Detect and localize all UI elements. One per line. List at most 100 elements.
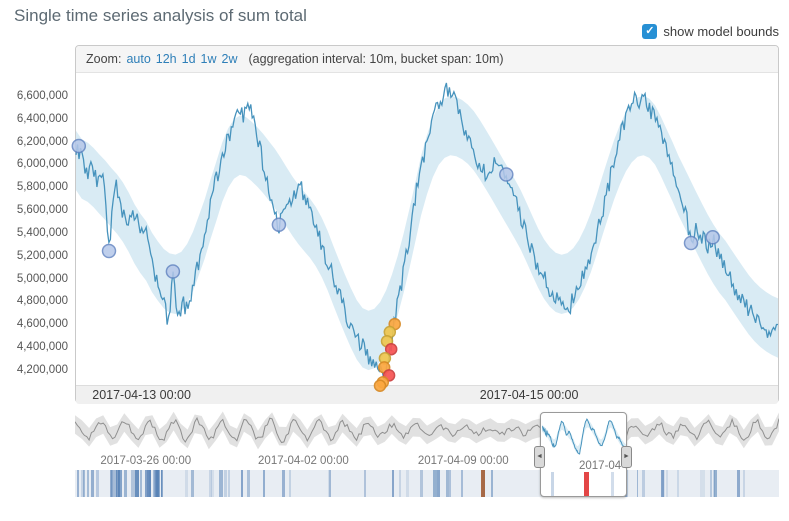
swimlane-cell[interactable]: [81, 470, 85, 497]
swimlane-cell[interactable]: [90, 470, 94, 497]
y-tick-label: 6,200,000: [16, 135, 68, 148]
navigator-tick-label: 2017-03-26 00:00: [100, 455, 192, 467]
swimlane-cell[interactable]: [247, 470, 251, 497]
swimlane-cell[interactable]: [116, 470, 119, 497]
swimlane-cell[interactable]: [363, 470, 366, 497]
swimlane-cell[interactable]: [551, 472, 554, 496]
swimlane-cell[interactable]: [227, 470, 231, 497]
swimlane-cell[interactable]: [398, 470, 402, 497]
y-tick-label: 4,600,000: [16, 318, 68, 331]
swimlane-cell[interactable]: [263, 470, 265, 497]
swimlane-cell[interactable]: [665, 470, 668, 497]
swimlane-cell[interactable]: [91, 470, 94, 497]
swimlane-cell[interactable]: [240, 470, 244, 497]
swimlane-cell[interactable]: [405, 470, 409, 497]
swimlane-cell[interactable]: [149, 470, 152, 497]
context-navigator: 2017-03-26 00:00 2017-04-02 00:00 2017-04-…: [75, 407, 779, 497]
swimlane-cell[interactable]: [185, 470, 188, 497]
show-model-bounds-label[interactable]: show model bounds: [663, 24, 779, 39]
zoom-option-2w[interactable]: 2w: [221, 52, 238, 66]
swimlane-cell[interactable]: [110, 470, 112, 497]
brush-handle-right-icon[interactable]: ►: [621, 446, 632, 468]
swimlane-cell[interactable]: [481, 470, 486, 497]
swimlane-cell[interactable]: [446, 470, 450, 497]
swimlane-cell[interactable]: [191, 470, 195, 497]
swimlane-cell[interactable]: [700, 470, 703, 497]
swimlane-cell[interactable]: [328, 470, 331, 497]
y-tick-label: 6,600,000: [16, 90, 68, 102]
swimlane-cell[interactable]: [282, 470, 286, 497]
anomaly-swimlane[interactable]: [75, 470, 779, 497]
timeseries-chart[interactable]: [71, 73, 778, 392]
swimlane-cell[interactable]: [584, 472, 589, 496]
swimlane-cell[interactable]: [147, 470, 151, 497]
swimlane-cell[interactable]: [611, 472, 614, 496]
swimlane-cell[interactable]: [636, 470, 639, 497]
timeseries-plot[interactable]: [71, 73, 778, 392]
swimlane-cell[interactable]: [153, 470, 157, 497]
swimlane-cell[interactable]: [437, 470, 441, 497]
swimlane-cell[interactable]: [208, 470, 212, 497]
swimlane-cell[interactable]: [76, 470, 79, 497]
swimlane-cell[interactable]: [288, 470, 291, 497]
swimlane-cell[interactable]: [118, 470, 123, 497]
show-model-bounds-toggle[interactable]: ✓ show model bounds: [642, 24, 779, 39]
swimlane-cell[interactable]: [737, 470, 741, 497]
swimlane-cell[interactable]: [161, 470, 164, 497]
swimlane-cell[interactable]: [433, 470, 437, 497]
swimlane-cell[interactable]: [145, 470, 150, 497]
y-tick-label: 5,800,000: [16, 181, 68, 194]
zoom-toolbar: Zoom: auto 12h 1d 1w 2w (aggregation interva…: [76, 46, 778, 73]
zoom-option-1w[interactable]: 1w: [200, 52, 217, 66]
navigator-tick-label: 2017-04-02 00:00: [258, 455, 349, 467]
swimlane-cell[interactable]: [743, 470, 745, 497]
swimlane-cell[interactable]: [145, 470, 149, 497]
zoom-option-1d[interactable]: 1d: [181, 52, 196, 66]
navigator-tick-label-clipped: 2017-04-16 00:00: [579, 460, 626, 472]
swimlane-cell[interactable]: [490, 470, 493, 497]
swimlane-cell[interactable]: [460, 470, 463, 497]
y-tick-label: 5,200,000: [16, 249, 68, 262]
y-axis-labels: 6,600,000 6,400,000 6,200,000 6,000,000 5,80…: [0, 0, 68, 400]
swimlane-cell[interactable]: [123, 470, 127, 497]
swimlane-cell[interactable]: [710, 470, 712, 497]
swimlane-cell[interactable]: [82, 470, 85, 497]
swimlane-cell[interactable]: [420, 470, 423, 497]
brush-handle-left-icon[interactable]: ◄: [534, 446, 545, 468]
context-chart[interactable]: [75, 407, 779, 453]
swimlane-cell[interactable]: [87, 470, 90, 497]
aggregation-info: (aggregation interval: 10m, bucket span:…: [248, 52, 504, 66]
swimlane-cell[interactable]: [95, 470, 99, 497]
swimlane-cell[interactable]: [130, 470, 135, 497]
swimlane-cell[interactable]: [702, 470, 706, 497]
brush-selection[interactable]: 2017-04-16 00:00: [540, 412, 627, 497]
swimlane-cell[interactable]: [153, 470, 157, 497]
swimlane-cell[interactable]: [156, 470, 159, 497]
swimlane-cell[interactable]: [448, 470, 451, 497]
zoom-option-auto[interactable]: auto: [126, 52, 151, 66]
swimlane-cell[interactable]: [219, 470, 223, 497]
swimlane-cell[interactable]: [157, 470, 161, 497]
y-tick-label: 5,000,000: [16, 272, 68, 285]
swimlane-cell[interactable]: [110, 470, 113, 497]
swimlane-cell[interactable]: [661, 470, 665, 497]
swimlane-cell[interactable]: [713, 470, 716, 497]
swimlane-cell[interactable]: [114, 470, 118, 497]
swimlane-cell[interactable]: [641, 470, 645, 497]
swimlane-cell[interactable]: [134, 470, 138, 497]
swimlane-cell[interactable]: [110, 470, 115, 497]
swimlane-cell[interactable]: [211, 470, 215, 497]
swimlane-cell[interactable]: [139, 470, 142, 497]
swimlane-cell[interactable]: [391, 470, 395, 497]
swimlane-cell[interactable]: [328, 470, 331, 497]
swimlane-cell[interactable]: [714, 470, 717, 497]
swimlane-cell[interactable]: [137, 470, 140, 497]
y-tick-label: 4,200,000: [16, 363, 68, 376]
swimlane-cell[interactable]: [676, 470, 679, 497]
y-tick-label: 4,400,000: [16, 341, 68, 354]
zoom-links: auto 12h 1d 1w 2w: [126, 52, 237, 66]
swimlane-cell[interactable]: [154, 470, 158, 497]
checkbox-checked-icon[interactable]: ✓: [642, 24, 658, 39]
swimlane-cell[interactable]: [224, 470, 228, 497]
zoom-option-12h[interactable]: 12h: [155, 52, 177, 66]
